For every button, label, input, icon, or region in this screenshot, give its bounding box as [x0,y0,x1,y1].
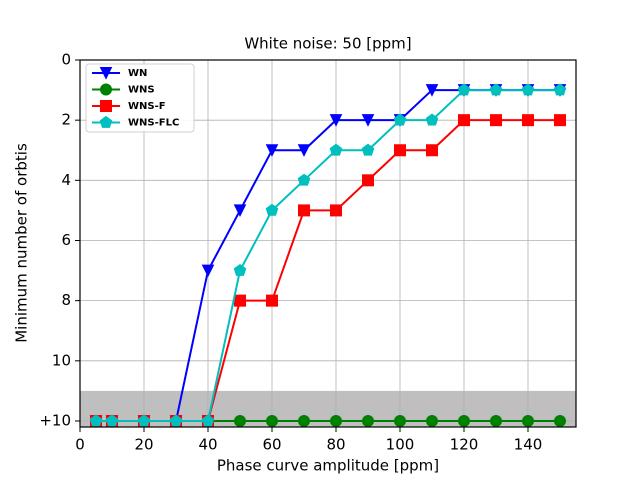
legend-box [85,63,195,133]
x-tick-label: 20 [134,436,153,454]
marker [233,263,247,276]
x-tick-label: 80 [326,436,345,454]
marker [362,414,374,427]
marker [330,204,342,217]
marker [89,414,103,427]
y-tick-label: 4 [61,171,71,189]
marker [394,414,406,427]
marker [234,414,246,427]
marker [266,414,278,427]
marker [425,84,439,97]
y-tick-label: 0 [61,51,71,69]
marker [490,414,502,427]
marker [489,83,503,96]
marker [265,144,279,157]
marker [425,113,439,126]
legend-label: WN [128,68,147,79]
y-tick-label: 6 [61,231,71,249]
y-axis-label: Minimum number of orbtis [13,143,31,343]
marker [201,264,215,278]
marker [265,203,279,216]
x-tick-label: 120 [450,436,479,454]
legend: WN WNS WNS-F WNS-FLC [85,63,195,133]
chart-title: White noise: 50 [ppm] [244,35,411,53]
marker [201,414,215,427]
marker [233,204,247,218]
marker [426,144,438,157]
x-axis-label: Phase curve amplitude [ppm] [217,457,439,475]
legend-marker [100,83,112,96]
plot-frame [79,59,577,428]
marker [298,414,310,427]
marker [137,414,151,427]
legend-marker [100,100,112,112]
marker [394,144,406,157]
marker [490,114,502,127]
marker [105,414,119,427]
marker [522,114,534,127]
legend-marker [99,67,113,80]
marker [361,143,375,156]
marker [297,144,311,157]
marker [361,114,375,127]
y-tick-label: 8 [61,291,71,309]
x-tick-label: 0 [75,436,85,454]
x-tick-label: 140 [514,436,543,454]
marker [426,414,438,427]
marker [521,83,535,96]
marker [330,414,342,427]
marker [393,113,407,126]
marker [266,294,278,307]
x-tick-label: 60 [262,436,281,454]
x-tick-label: 40 [198,436,217,454]
marker [362,174,374,187]
marker [169,414,183,427]
marker [553,83,567,96]
marker [457,83,471,96]
marker [554,114,566,127]
marker [554,414,566,427]
legend-label: WNS-FLC [128,118,179,129]
y-tick-label: 10 [52,351,71,369]
x-tick-label: 100 [386,436,415,454]
y-tick-label: 2 [61,111,71,129]
marker [522,414,534,427]
legend-label: WNS [128,85,155,96]
legend-label: WNS-F [128,101,166,112]
y-tick-label: +10 [39,411,71,429]
marker [234,294,246,307]
marker [298,204,310,217]
series-line [96,89,560,422]
legend-marker [99,115,113,128]
marker [297,173,311,186]
marker [458,414,470,427]
marker [458,114,470,127]
marker [329,143,343,156]
marker [329,114,343,127]
